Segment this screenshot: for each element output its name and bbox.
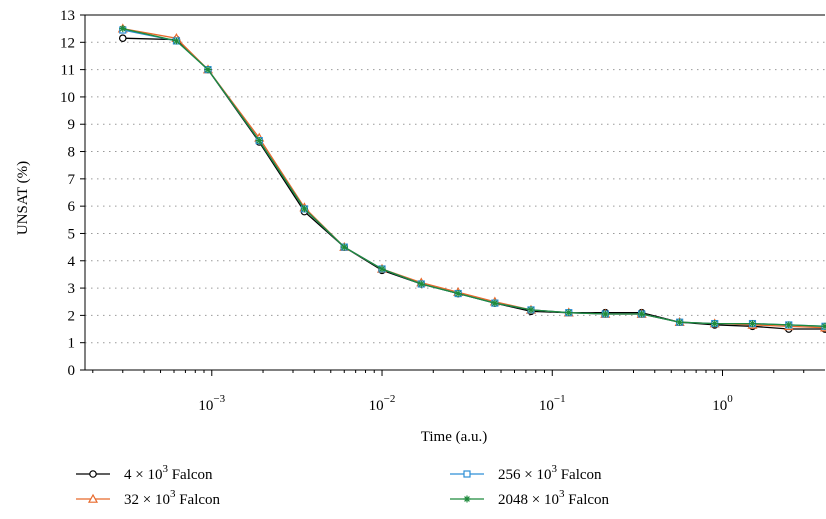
data-point <box>527 306 535 314</box>
data-point <box>748 320 756 328</box>
legend-item: 256 × 103 Falcon <box>450 463 602 483</box>
data-point <box>491 299 499 307</box>
data-point <box>601 310 609 318</box>
x-axis-ticks: 10−3 10−2 10−1 100 <box>92 370 805 414</box>
y-tick-label: 9 <box>68 117 76 133</box>
y-tick-label: 6 <box>68 199 76 215</box>
data-point <box>638 310 646 318</box>
data-point <box>255 137 263 145</box>
series-4 <box>119 25 826 330</box>
y-tick-label: 10 <box>60 90 75 106</box>
x-axis-title: Time (a.u.) <box>421 429 488 445</box>
y-tick-label: 5 <box>68 226 76 242</box>
y-tick-label: 4 <box>68 254 76 270</box>
y-tick-label: 13 <box>60 8 75 24</box>
data-point <box>454 290 462 298</box>
axis-frame <box>84 15 825 371</box>
legend-swatch-marker <box>87 493 99 503</box>
data-point <box>676 318 684 326</box>
series-line <box>122 37 825 330</box>
data-series <box>117 23 826 333</box>
x-tick-label: 10−2 <box>369 393 396 414</box>
y-axis-title: UNSAT (%) <box>15 161 31 235</box>
y-tick-label: 8 <box>68 145 76 161</box>
axes <box>84 14 825 371</box>
legend-label: 256 × 103 Falcon <box>498 463 602 483</box>
y-tick-label: 0 <box>68 363 76 379</box>
x-tick-label: 10−1 <box>539 393 566 414</box>
x-tick-label: 10−3 <box>198 393 225 414</box>
series-3 <box>119 26 826 330</box>
y-tick-label: 1 <box>68 336 76 352</box>
y-tick-label: 12 <box>60 35 75 51</box>
legend-item: 32 × 103 Falcon <box>76 488 221 508</box>
legend-swatch-marker <box>463 470 471 478</box>
data-point <box>204 66 212 74</box>
legend: 4 × 103 Falcon 32 × 103 Falcon 256 × 103 F… <box>76 463 610 508</box>
data-point <box>118 34 127 43</box>
series-line <box>122 29 826 327</box>
y-tick-label: 3 <box>68 281 76 297</box>
legend-swatch-marker <box>89 470 97 478</box>
grid-lines <box>85 41 825 344</box>
series-line <box>122 28 826 329</box>
y-tick-label: 7 <box>68 172 76 188</box>
legend-item: 2048 × 103 Falcon <box>450 488 610 508</box>
data-point <box>711 320 719 328</box>
data-point <box>785 321 793 329</box>
data-point <box>565 309 573 317</box>
legend-swatch-marker <box>463 495 471 503</box>
series-line <box>122 28 826 327</box>
legend-label: 32 × 103 Falcon <box>124 488 221 508</box>
x-tick-label: 100 <box>712 393 733 414</box>
series-1 <box>118 34 826 333</box>
legend-label: 2048 × 103 Falcon <box>498 488 610 508</box>
data-point <box>417 280 425 288</box>
legend-item: 4 × 103 Falcon <box>76 463 213 483</box>
series-2 <box>117 23 826 332</box>
legend-label: 4 × 103 Falcon <box>124 463 213 483</box>
data-point <box>821 322 826 330</box>
data-point <box>300 205 308 213</box>
data-point <box>340 243 348 251</box>
data-point <box>378 265 386 273</box>
data-point <box>119 25 127 33</box>
y-tick-label: 2 <box>68 308 76 324</box>
data-point <box>172 37 180 45</box>
y-tick-label: 11 <box>61 63 75 79</box>
